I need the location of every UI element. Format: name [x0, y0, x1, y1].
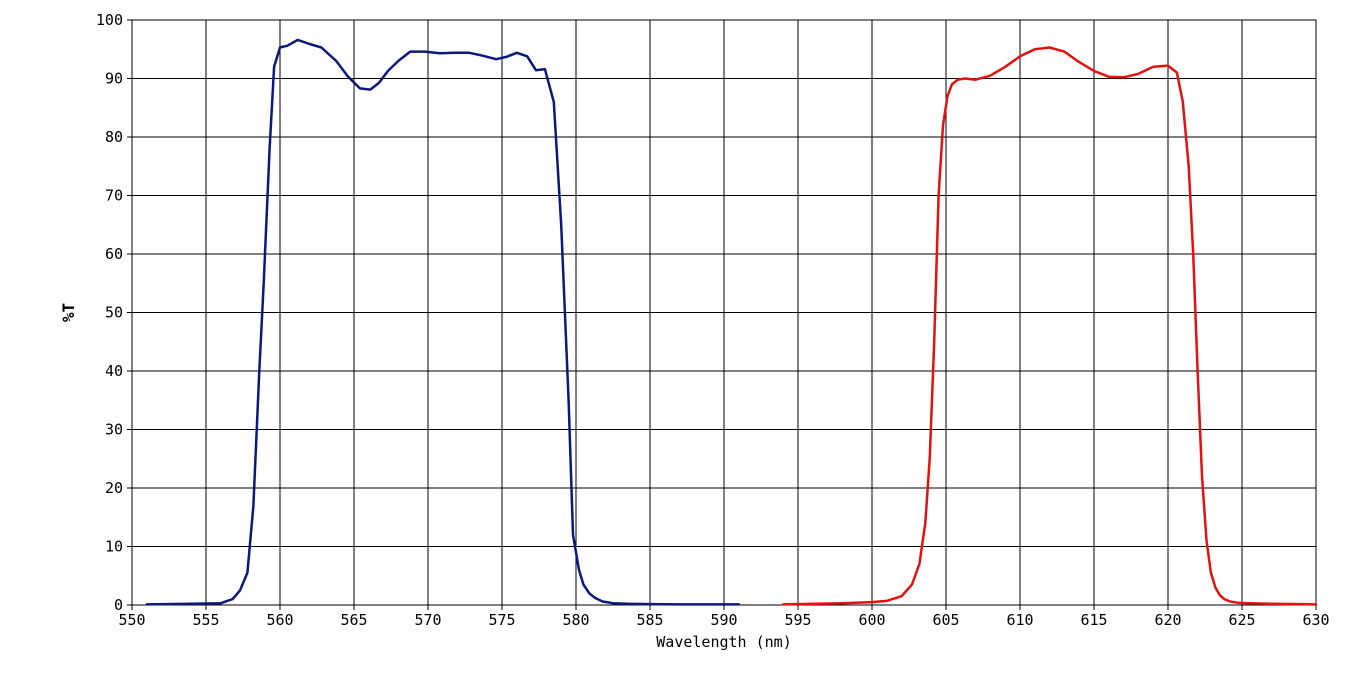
- x-tick-label: 625: [1228, 611, 1255, 629]
- x-tick-labels: 550 555 560 565 570 575 580 585 590 595 600 605 610 6…: [118, 605, 1330, 629]
- grid-lines: [131, 19, 1317, 606]
- x-tick-label: 620: [1154, 611, 1181, 629]
- x-tick-label: 610: [1006, 611, 1033, 629]
- series-line-2: [781, 46, 1318, 606]
- x-tick-label: 615: [1080, 611, 1107, 629]
- x-tick-label: 575: [488, 611, 515, 629]
- y-tick-label: 20: [105, 479, 123, 497]
- y-tick-label: 50: [105, 304, 123, 322]
- y-tick-label: 0: [114, 596, 123, 614]
- y-tick-labels: 0 10 20 30 40 50 60 70 80 90 100: [96, 11, 132, 614]
- x-tick-label: 560: [266, 611, 293, 629]
- y-tick-label: 90: [105, 70, 123, 88]
- y-tick-label: 30: [105, 421, 123, 439]
- x-tick-label: 600: [858, 611, 885, 629]
- x-tick-label: 585: [636, 611, 663, 629]
- x-tick-label: 580: [562, 611, 589, 629]
- y-tick-label: 60: [105, 245, 123, 263]
- x-tick-label: 550: [118, 611, 145, 629]
- y-axis-title: %T: [59, 303, 78, 322]
- series-group: [145, 38, 1318, 606]
- y-tick-label: 80: [105, 128, 123, 146]
- x-tick-label: 630: [1302, 611, 1329, 629]
- x-tick-label: 590: [710, 611, 737, 629]
- x-tick-label: 605: [932, 611, 959, 629]
- x-tick-label: 595: [784, 611, 811, 629]
- x-tick-label: 565: [340, 611, 367, 629]
- y-tick-label: 40: [105, 362, 123, 380]
- y-tick-label: 100: [96, 11, 123, 29]
- y-tick-label: 10: [105, 538, 123, 556]
- x-tick-label: 570: [414, 611, 441, 629]
- x-axis-title: Wavelength (nm): [656, 633, 791, 651]
- x-tick-label: 555: [192, 611, 219, 629]
- series-line-1: [145, 38, 741, 606]
- y-tick-label: 70: [105, 187, 123, 205]
